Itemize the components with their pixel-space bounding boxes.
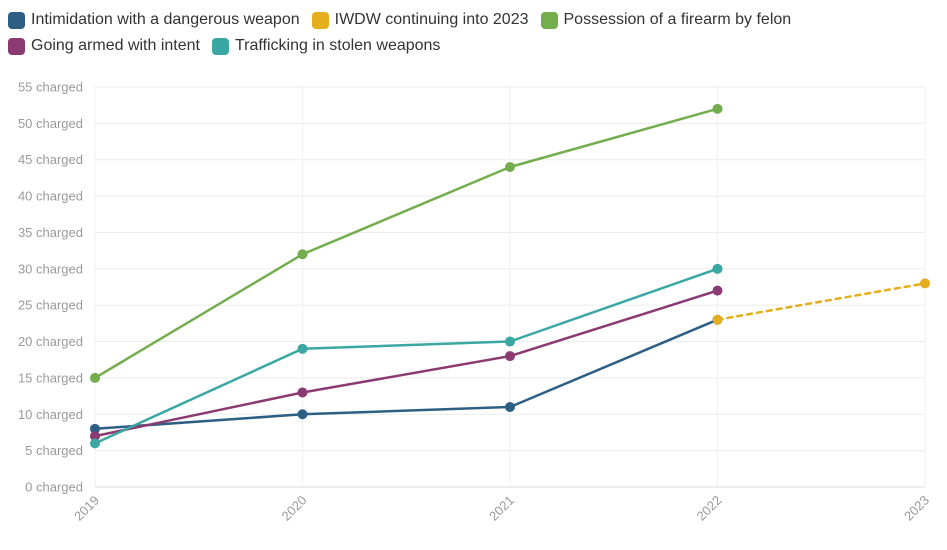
x-tick-label: 2020 <box>279 493 310 524</box>
series-line-3 <box>93 289 719 438</box>
data-point-series-4-2019[interactable] <box>90 438 100 449</box>
series-line-1 <box>716 282 927 321</box>
series-line-0 <box>93 318 719 431</box>
x-tick-label: 2021 <box>486 493 517 524</box>
data-point-series-3-2022[interactable] <box>712 285 723 296</box>
legend-item-possession[interactable]: Possession of a firearm by felon <box>540 10 792 30</box>
data-point-series-3-2021[interactable] <box>505 351 515 362</box>
legend-swatch-trafficking <box>211 37 229 55</box>
legend-item-trafficking[interactable]: Trafficking in stolen weapons <box>211 36 441 56</box>
data-point-series-3-2019[interactable] <box>90 431 100 442</box>
data-point-series-0-2021[interactable] <box>505 402 515 412</box>
legend-swatch-possession <box>540 11 558 29</box>
data-point-series-4-2022[interactable] <box>712 263 723 274</box>
data-point-series-4-2021[interactable] <box>505 336 515 347</box>
data-point-series-2-2021[interactable] <box>505 162 515 172</box>
data-point-series-0-2019[interactable] <box>90 423 100 434</box>
y-tick-label: 25 charged <box>18 298 83 313</box>
data-point-series-0-2020[interactable] <box>297 409 308 420</box>
series-line-4 <box>93 267 719 445</box>
y-tick-label: 15 charged <box>18 370 83 385</box>
legend-swatch-going-armed <box>8 37 25 55</box>
y-tick-label: 50 charged <box>18 116 83 131</box>
data-point-series-2-2019[interactable] <box>90 372 100 383</box>
data-point-series-2-2020[interactable] <box>297 249 308 260</box>
legend-item-iwdw-2023[interactable]: IWDW continuing into 2023 <box>311 10 529 30</box>
y-tick-label: 20 charged <box>18 334 83 349</box>
legend-label-trafficking: Trafficking in stolen weapons <box>234 37 441 54</box>
data-point-series-1-2022[interactable] <box>712 314 723 325</box>
legend-swatch-intimidation <box>8 11 25 29</box>
legend-label-going-armed: Going armed with intent <box>31 37 200 54</box>
y-tick-label: 0 charged <box>25 480 83 495</box>
data-point-series-2-2022[interactable] <box>712 103 723 114</box>
data-point-series-4-2020[interactable] <box>297 343 308 354</box>
y-tick-label: 5 charged <box>25 443 83 458</box>
y-tick-label: 10 charged <box>18 407 83 422</box>
legend-label-intimidation: Intimidation with a dangerous weapon <box>31 11 300 28</box>
legend-item-going-armed[interactable]: Going armed with intent <box>8 36 200 56</box>
legend-label-iwdw-2023: IWDW continuing into 2023 <box>334 11 529 28</box>
data-point-series-1-2023[interactable] <box>920 278 930 289</box>
legend-label-possession: Possession of a firearm by felon <box>563 11 792 28</box>
series-line-2 <box>93 107 719 380</box>
y-tick-label: 30 charged <box>18 261 83 276</box>
y-tick-label: 40 charged <box>18 189 83 204</box>
legend-item-intimidation[interactable]: Intimidation with a dangerous weapon <box>8 10 300 30</box>
data-point-series-3-2020[interactable] <box>297 387 308 398</box>
x-tick-label: 2019 <box>71 493 102 524</box>
x-tick-label: 2023 <box>901 493 932 524</box>
legend-swatch-iwdw-2023 <box>311 11 329 29</box>
legend: Intimidation with a dangerous weapon IWD… <box>8 10 938 56</box>
y-tick-label: 35 charged <box>18 225 83 240</box>
y-tick-label: 55 charged <box>18 80 83 95</box>
y-tick-label: 45 charged <box>18 152 83 167</box>
x-tick-label: 2022 <box>694 493 725 524</box>
